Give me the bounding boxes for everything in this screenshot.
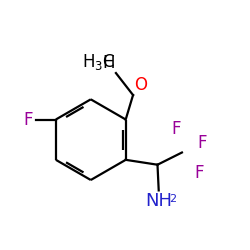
Text: NH: NH [145,192,172,210]
Text: H: H [102,54,115,72]
Text: $\mathregular{H_3C}$: $\mathregular{H_3C}$ [82,52,115,72]
Text: O: O [134,76,147,94]
Text: 2: 2 [169,194,176,203]
Text: F: F [198,134,207,152]
Text: F: F [23,110,33,128]
Text: F: F [194,164,204,182]
Text: F: F [171,120,180,138]
